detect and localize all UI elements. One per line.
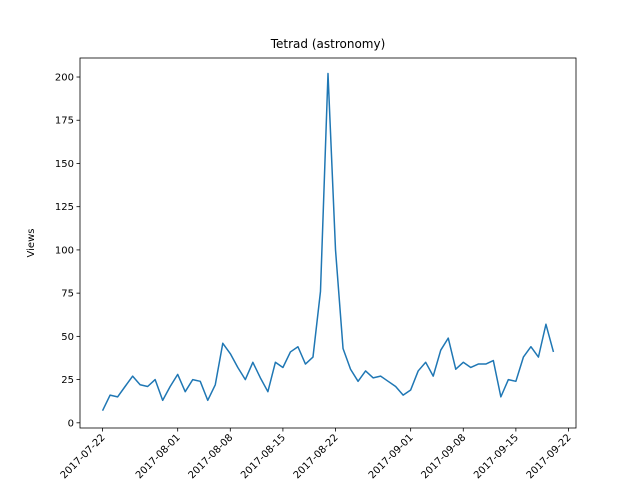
x-tick-label: 2017-09-01 bbox=[367, 432, 416, 480]
y-axis-label: Views bbox=[26, 229, 37, 258]
x-tick-label: 2017-09-22 bbox=[525, 432, 574, 480]
x-tick-label: 2017-08-22 bbox=[292, 432, 341, 480]
y-tick-label: 150 bbox=[55, 159, 74, 170]
y-tick-label: 200 bbox=[55, 73, 74, 84]
x-tick-label: 2017-08-08 bbox=[187, 432, 236, 480]
chart-title: Tetrad (astronomy) bbox=[270, 37, 386, 51]
y-tick-label: 75 bbox=[61, 289, 74, 300]
x-tick-label: 2017-08-01 bbox=[134, 432, 183, 480]
x-tick-label: 2017-09-08 bbox=[420, 432, 469, 480]
y-tick-label: 50 bbox=[61, 332, 74, 343]
x-tick-label: 2017-07-22 bbox=[59, 432, 108, 480]
y-tick-label: 175 bbox=[55, 116, 74, 127]
x-tick-label: 2017-09-15 bbox=[472, 432, 521, 480]
axes-frame bbox=[79, 57, 577, 429]
y-tick-label: 125 bbox=[55, 202, 74, 213]
y-tick-label: 0 bbox=[68, 418, 74, 429]
y-tick-label: 100 bbox=[55, 245, 74, 256]
x-tick-label: 2017-08-15 bbox=[239, 432, 288, 480]
y-tick-label: 25 bbox=[61, 375, 74, 386]
data-line bbox=[101, 72, 555, 412]
